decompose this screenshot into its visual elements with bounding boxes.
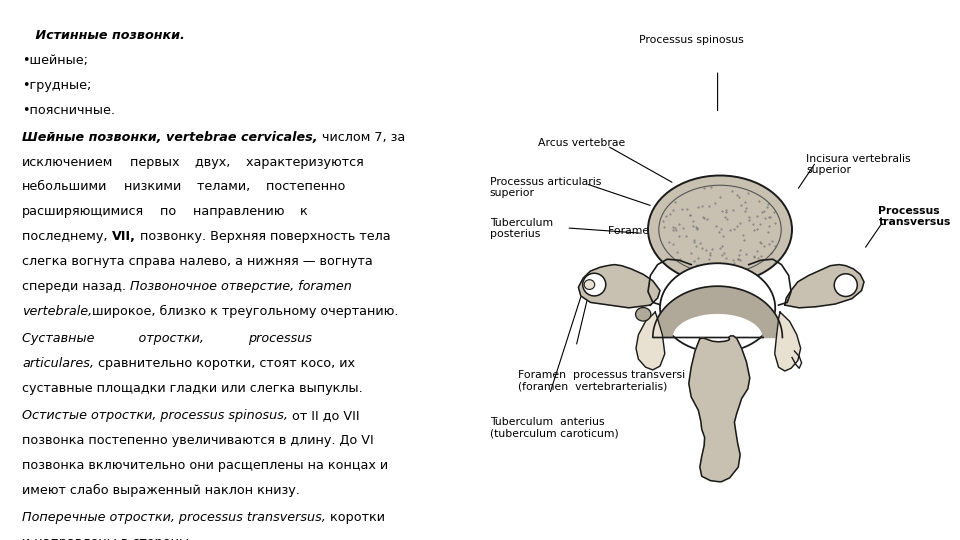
Polygon shape [578,265,660,308]
Text: от II до VII: от II до VII [288,409,360,422]
Ellipse shape [583,273,606,296]
Text: числом 7, за: числом 7, за [318,131,405,144]
Text: Foramen  processus transversi
(foramen  vertebrarterialis): Foramen processus transversi (foramen ve… [518,370,685,391]
Polygon shape [688,336,750,482]
Polygon shape [653,286,782,338]
Text: суставные площадки гладки или слегка выпуклы.: суставные площадки гладки или слегка вып… [22,382,363,395]
Text: исключением: исключением [22,156,113,168]
Text: имеют слабо выраженный наклон книзу.: имеют слабо выраженный наклон книзу. [22,484,300,497]
Text: и направлены в стороны.: и направлены в стороны. [22,536,194,540]
Text: сравнительно коротки, стоят косо, их: сравнительно коротки, стоят косо, их [94,357,355,370]
Polygon shape [775,312,801,371]
Text: позвонка постепенно увеличиваются в длину. До VI: позвонка постепенно увеличиваются в длин… [22,434,374,447]
Ellipse shape [834,274,857,296]
Text: последнему,: последнему, [22,230,111,243]
Ellipse shape [636,308,651,321]
Text: Истинные позвонки.: Истинные позвонки. [22,29,185,42]
Text: processus: processus [248,332,312,345]
Text: слегка вогнута справа налево, а нижняя — вогнута: слегка вогнута справа налево, а нижняя —… [22,255,372,268]
Text: Суставные           отростки,: Суставные отростки, [22,332,248,345]
Text: расширяющимися: расширяющимися [22,205,144,218]
Text: коротки: коротки [326,511,385,524]
Text: Arcus vertebrae: Arcus vertebrae [538,138,625,148]
Text: характеризуются: характеризуются [230,156,364,168]
Text: Tuberculum
posterius: Tuberculum posterius [490,218,553,239]
Ellipse shape [660,263,776,353]
Text: Шейные позвонки,: Шейные позвонки, [22,131,166,144]
Text: двух,: двух, [180,156,230,168]
Text: vertebrae cervicales,: vertebrae cervicales, [166,131,318,144]
Text: VII,: VII, [111,230,135,243]
Text: Processus articularis
superior: Processus articularis superior [490,177,601,198]
Text: •грудные;: •грудные; [22,79,91,92]
Text: Поперечные отростки, processus transversus,: Поперечные отростки, processus transvers… [22,511,326,524]
Text: Позвоночное отверстие, foramen: Позвоночное отверстие, foramen [131,280,352,293]
Text: постепенно: постепенно [250,180,346,193]
Polygon shape [636,312,664,370]
Text: Incisura vertebralis
superior: Incisura vertebralis superior [806,154,911,175]
Text: Processus
transversus: Processus transversus [878,206,950,227]
Text: первых: первых [113,156,180,168]
Polygon shape [784,265,864,308]
Text: Corpus  vertebrae: Corpus vertebrae [681,325,779,335]
Text: позвонку. Верхняя поверхность тела: позвонку. Верхняя поверхность тела [135,230,390,243]
Text: позвонка включительно они расщеплены на концах и: позвонка включительно они расщеплены на … [22,459,389,472]
Text: направлению: направлению [177,205,284,218]
Ellipse shape [648,176,792,284]
Text: широкое, близко к треугольному очертанию.: широкое, близко к треугольному очертанию… [92,305,398,318]
Text: vertebrale,: vertebrale, [22,305,92,318]
Text: •шейные;: •шейные; [22,54,88,67]
Text: низкими: низкими [108,180,180,193]
Text: Processus spinosus: Processus spinosus [638,35,744,45]
Text: •поясничные.: •поясничные. [22,104,115,117]
Text: телами,: телами, [180,180,250,193]
Text: к: к [284,205,308,218]
Ellipse shape [584,280,595,289]
Text: Tuberculum  anterius
(tuberculum caroticum): Tuberculum anterius (tuberculum caroticu… [490,417,618,438]
Text: Foramen vertebrale: Foramen vertebrale [609,226,716,236]
Text: небольшими: небольшими [22,180,108,193]
Text: articulares,: articulares, [22,357,94,370]
Text: спереди назад.: спереди назад. [22,280,131,293]
Text: по: по [144,205,177,218]
Text: Остистые отростки, processus spinosus,: Остистые отростки, processus spinosus, [22,409,288,422]
